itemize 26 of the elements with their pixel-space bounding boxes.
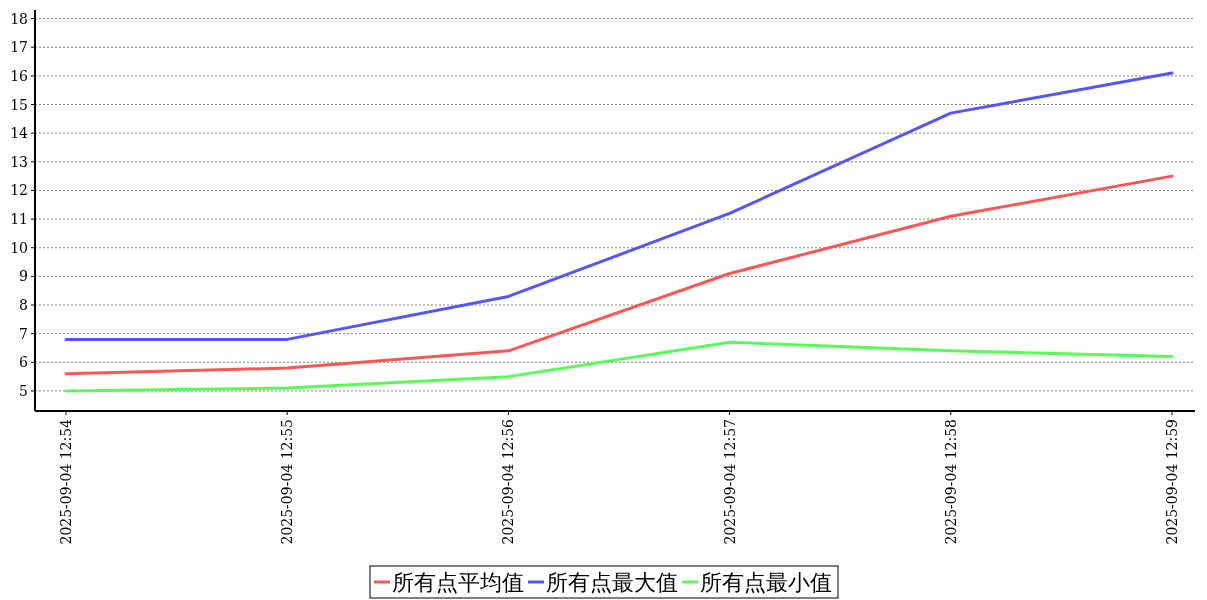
x-tick-label: 2025-09-04 12:56: [500, 418, 517, 545]
x-tick-label: 2025-09-04 12:58: [942, 419, 959, 545]
y-tick-label: 13: [10, 153, 28, 170]
x-tick-label: 2025-09-04 12:59: [1164, 419, 1180, 545]
x-tick-label: 2025-09-04 12:54: [58, 418, 74, 545]
legend-label: 所有点平均值: [392, 570, 524, 595]
line-series: [64, 71, 1174, 341]
y-tick-label: 12: [10, 182, 28, 199]
y-tick-label: 5: [19, 382, 28, 399]
y-tick-label: 7: [19, 325, 28, 342]
legend-label: 所有点最大值: [546, 570, 678, 595]
line-series: [64, 174, 1174, 376]
y-tick-label: 17: [10, 39, 28, 56]
y-tick-label: 11: [10, 211, 28, 228]
line-series: [64, 340, 1174, 393]
y-tick-label: 9: [19, 268, 28, 285]
y-tick-label: 15: [10, 96, 28, 113]
x-tick-label: 2025-09-04 12:57: [721, 419, 738, 545]
y-tick-label: 18: [10, 10, 28, 27]
x-tick-label: 2025-09-04 12:55: [279, 419, 296, 545]
y-tick-label: 16: [10, 67, 29, 84]
y-tick-label: 14: [10, 125, 29, 142]
y-tick-label: 10: [10, 239, 28, 256]
legend-label: 所有点最小值: [700, 570, 832, 595]
y-tick-label: 8: [19, 297, 28, 314]
y-tick-label: 6: [19, 354, 29, 371]
